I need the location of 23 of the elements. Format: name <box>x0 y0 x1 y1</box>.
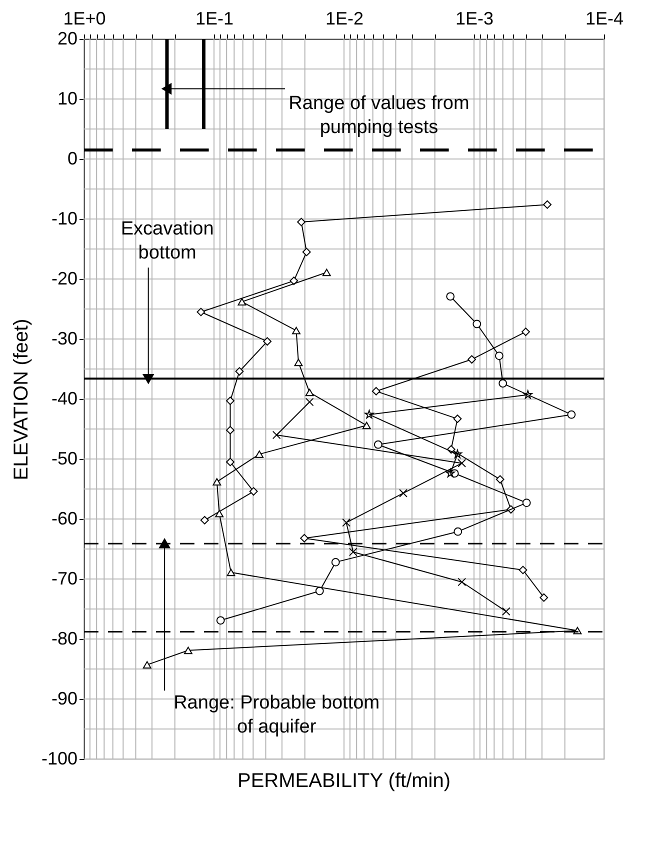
x-tick-label: 1E-2 <box>325 8 364 28</box>
y-tick-label: -80 <box>51 628 78 648</box>
y-tick-label: -60 <box>51 508 78 528</box>
y-tick-label: 20 <box>57 28 78 48</box>
y-tick-label: -90 <box>51 688 78 708</box>
y-tick-label: -50 <box>51 448 78 468</box>
x-tick-label: 1E-3 <box>455 8 494 28</box>
y-tick-label: -30 <box>51 328 78 348</box>
y-tick-label: -10 <box>51 208 78 228</box>
x-axis-title: PERMEABILITY (ft/min) <box>237 770 451 792</box>
annotation: Excavation bottom <box>120 218 214 264</box>
x-tick-label: 1E-1 <box>195 8 234 28</box>
y-axis-title: ELEVATION (feet) <box>10 318 32 480</box>
y-tick-label: -40 <box>51 388 78 408</box>
annotation: Range of values from pumping tests <box>288 92 470 138</box>
y-tick-label: 10 <box>57 88 78 108</box>
y-tick-label: 0 <box>67 148 78 168</box>
annotation: Range: Probable bottom of aquifer <box>174 692 380 738</box>
x-tick-label: 1E+0 <box>63 8 106 28</box>
y-tick-label: -100 <box>41 748 78 768</box>
x-tick-label: 1E-4 <box>585 8 624 28</box>
y-tick-label: -20 <box>51 268 78 288</box>
y-tick-label: -70 <box>51 568 78 588</box>
